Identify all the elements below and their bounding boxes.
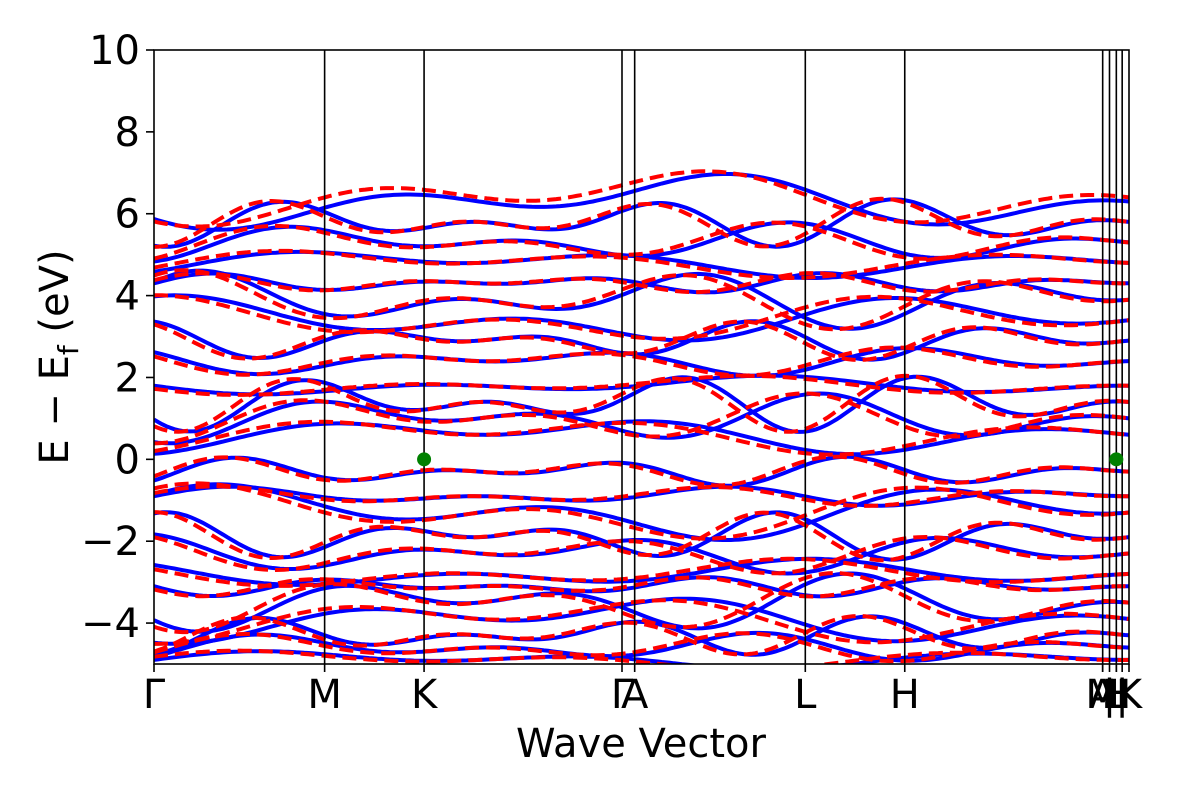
y-tick-label: 8 bbox=[115, 110, 140, 156]
band-line-red-dashed bbox=[154, 481, 1129, 541]
x-tick-label: H bbox=[890, 672, 920, 718]
fermi-marker bbox=[1109, 452, 1124, 467]
y-tick-label: 2 bbox=[115, 355, 140, 401]
band-line-red-dashed bbox=[154, 373, 1129, 397]
x-tick-label: M bbox=[307, 672, 342, 718]
band-line-red-dashed bbox=[154, 648, 1129, 664]
band-line-red-dashed bbox=[154, 271, 1129, 295]
band-line-blue bbox=[154, 630, 1129, 663]
y-tick-label: 0 bbox=[115, 437, 140, 483]
x-axis-ticks: Γ M K ΓA L H AM|L|HK bbox=[143, 664, 1144, 718]
band-line-red-dashed bbox=[154, 419, 1129, 457]
x-tick-label: H bbox=[1101, 672, 1131, 718]
y-axis-label-main: E − E bbox=[32, 355, 78, 465]
band-line-blue bbox=[154, 172, 1129, 232]
y-tick-label: −2 bbox=[81, 519, 140, 565]
band-line-red-dashed bbox=[154, 293, 1129, 341]
band-line-red-dashed bbox=[154, 631, 1129, 664]
band-line-blue bbox=[154, 614, 1129, 657]
band-line-blue bbox=[154, 484, 1129, 508]
x-tick-label: | bbox=[1103, 672, 1116, 718]
band-line-red-dashed bbox=[154, 571, 1129, 635]
fermi-markers bbox=[417, 452, 1124, 467]
band-line-red-dashed bbox=[154, 556, 1129, 588]
band-line-red-dashed bbox=[154, 319, 1129, 362]
band-line-red-dashed bbox=[154, 196, 1129, 249]
band-line-red-dashed bbox=[154, 248, 1129, 280]
band-line-red-dashed bbox=[154, 169, 1129, 229]
x-tick-label: | bbox=[1115, 672, 1128, 718]
x-tick-label: A bbox=[621, 672, 649, 718]
x-tick-label: A bbox=[1089, 672, 1117, 718]
band-line-blue bbox=[154, 571, 1129, 634]
x-axis-label: Wave Vector bbox=[516, 721, 767, 767]
band-line-red-dashed bbox=[154, 510, 1129, 563]
band-line-red-dashed bbox=[154, 391, 1129, 446]
band-line-red-dashed bbox=[154, 345, 1129, 378]
x-tick-label: M bbox=[1085, 672, 1120, 718]
high-symmetry-lines bbox=[323, 50, 1123, 664]
x-tick-label: L bbox=[794, 672, 817, 718]
band-line-red-dashed bbox=[154, 268, 1129, 332]
x-tick-label: Γ bbox=[143, 672, 166, 718]
y-axis-ticks: −4 −2 0 2 4 6 8 10 bbox=[81, 28, 154, 647]
band-line-red-dashed bbox=[154, 454, 1129, 488]
y-axis-label-unit: (eV) bbox=[32, 249, 78, 345]
y-tick-label: −4 bbox=[81, 601, 140, 647]
band-line-red-dashed bbox=[154, 220, 1129, 261]
y-tick-label: 6 bbox=[115, 192, 140, 238]
band-line-red-dashed bbox=[154, 484, 1129, 508]
band-line-red-dashed bbox=[154, 598, 1129, 646]
band-line-red-dashed bbox=[154, 575, 1129, 599]
band-line-red-dashed bbox=[154, 614, 1129, 657]
band-lines bbox=[154, 169, 1129, 664]
x-tick-label: K bbox=[411, 672, 439, 718]
y-tick-label: 4 bbox=[115, 274, 140, 320]
band-line-blue bbox=[154, 319, 1129, 362]
plot-frame bbox=[153, 49, 1130, 665]
y-axis-label: E − Ef (eV) bbox=[32, 249, 85, 464]
y-axis-label-sub: f bbox=[52, 344, 85, 355]
band-line-red-dashed bbox=[154, 534, 1129, 576]
x-tick-label: L bbox=[1105, 672, 1128, 718]
fermi-marker bbox=[417, 452, 432, 467]
x-tick-label: Γ bbox=[611, 672, 634, 718]
y-tick-label: 10 bbox=[89, 28, 140, 74]
x-tick-label: K bbox=[1116, 672, 1144, 718]
